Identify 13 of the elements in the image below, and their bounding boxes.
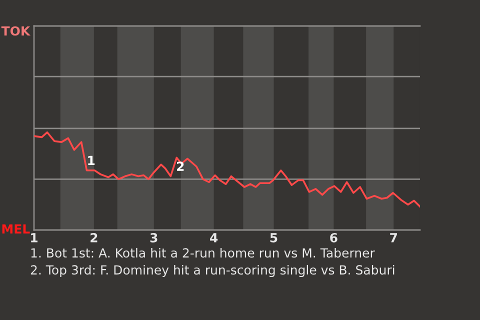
x-tick-label: 5 bbox=[270, 233, 278, 242]
x-tick-label: 4 bbox=[210, 233, 218, 242]
x-tick-label: 6 bbox=[330, 233, 338, 242]
x-tick-label: 1 bbox=[31, 233, 38, 242]
text: MEL bbox=[2, 224, 30, 234]
x-tick-label: 7 bbox=[390, 233, 397, 242]
text: 2. Top 3rd: F. Dominey hit a run-scoring single vs B. Saburi bbox=[30, 264, 394, 278]
x-tick-label: 2 bbox=[90, 233, 98, 242]
text: 1. Bot 1st: A. Kotla hit a 2-run home run vs M. Taberner bbox=[31, 248, 375, 258]
annotation: 2 bbox=[177, 162, 184, 171]
annotation: 1 bbox=[88, 156, 95, 166]
x-tick-label: 3 bbox=[150, 233, 158, 242]
text: TOK bbox=[1, 26, 31, 36]
